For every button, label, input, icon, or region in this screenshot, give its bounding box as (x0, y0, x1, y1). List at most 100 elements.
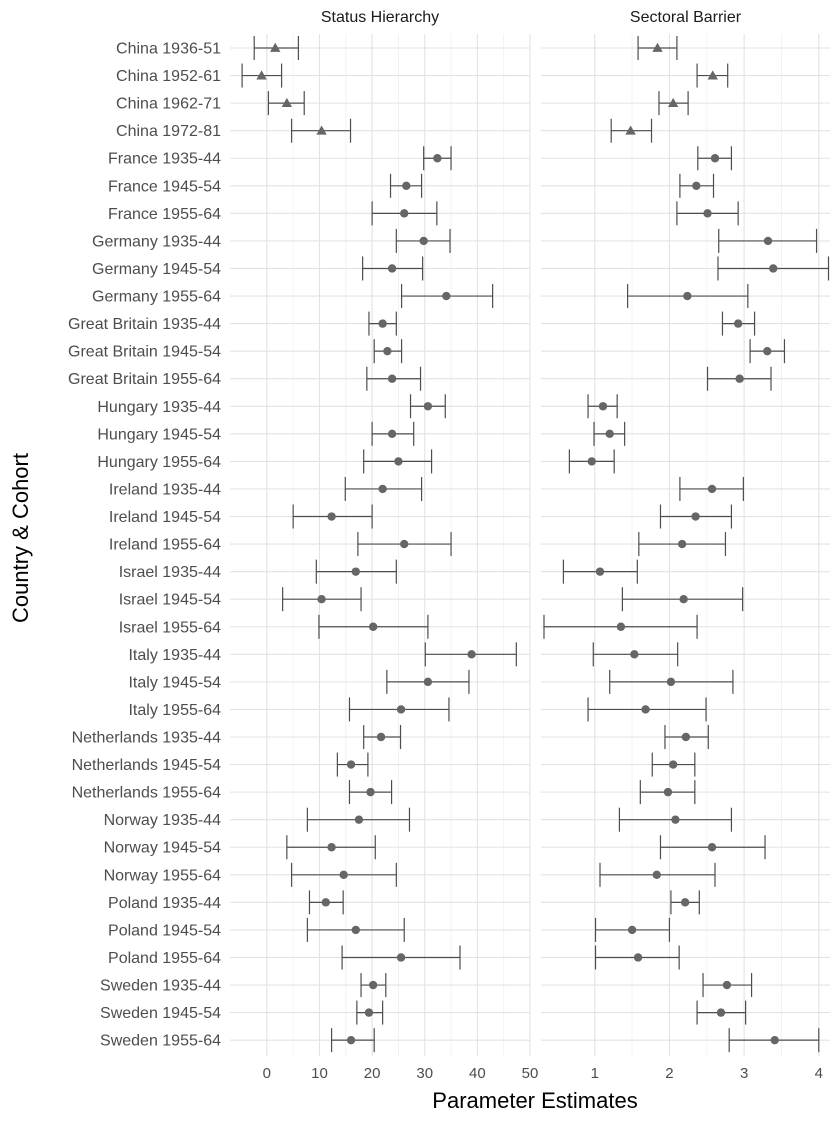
estimate-marker (400, 209, 408, 217)
estimate-marker (352, 567, 360, 575)
category-label: China 1936-51 (116, 41, 221, 58)
estimate-marker (377, 733, 385, 741)
estimate-marker (664, 788, 672, 796)
estimate-marker (771, 1036, 779, 1044)
x-tick-label: 1 (591, 1065, 599, 1082)
category-label: France 1945-54 (108, 178, 221, 195)
estimate-marker (723, 981, 731, 989)
estimate-marker (355, 815, 363, 823)
category-label: Israel 1955-64 (119, 619, 221, 636)
estimate-marker (708, 485, 716, 493)
estimate-marker (653, 871, 661, 879)
category-label: Netherlands 1945-54 (72, 757, 222, 774)
category-label: China 1962-71 (116, 96, 221, 113)
x-tick-label: 40 (469, 1065, 486, 1082)
category-label: Great Britain 1935-44 (68, 316, 221, 333)
panel-title: Status Hierarchy (321, 9, 439, 26)
panel-2: 1 2 3 4 Sectoral Barrier (541, 9, 830, 1082)
estimate-marker (617, 623, 625, 631)
estimate-marker (763, 347, 771, 355)
category-label: Hungary 1935-44 (97, 399, 221, 416)
category-label: Great Britain 1945-54 (68, 344, 221, 361)
category-label: Poland 1945-54 (108, 922, 221, 939)
category-label: Sweden 1945-54 (100, 1005, 221, 1022)
x-tick-label: 2 (665, 1065, 673, 1082)
estimate-marker (682, 733, 690, 741)
x-tick-label: 50 (522, 1065, 539, 1082)
estimate-marker (691, 512, 699, 520)
estimate-marker (671, 815, 679, 823)
y-axis-title: Country & Cohort (8, 453, 33, 623)
category-label: Netherlands 1955-64 (72, 785, 222, 802)
estimate-marker (764, 237, 772, 245)
category-label: Germany 1955-64 (92, 289, 221, 306)
estimate-marker (317, 595, 325, 603)
category-label: Hungary 1945-54 (97, 426, 221, 443)
panels: China 1936-51 China 1952-61 China 1962-71 C… (68, 9, 830, 1082)
panel-1: 0 10 20 30 40 50 Status Hierarchy (230, 9, 538, 1082)
estimate-marker (347, 1036, 355, 1044)
category-label: Poland 1955-64 (108, 950, 221, 967)
estimate-marker (369, 981, 377, 989)
estimate-marker (683, 292, 691, 300)
estimate-marker (327, 843, 335, 851)
estimate-marker (365, 1008, 373, 1016)
panel-title: Sectoral Barrier (630, 9, 742, 26)
estimate-marker (369, 623, 377, 631)
estimate-marker (606, 430, 614, 438)
category-label: Netherlands 1935-44 (72, 730, 222, 747)
estimate-marker (433, 154, 441, 162)
category-label: Ireland 1955-64 (109, 537, 221, 554)
x-axis-title: Parameter Estimates (432, 1088, 637, 1113)
category-label: Sweden 1935-44 (100, 978, 221, 995)
x-tick-label: 0 (263, 1065, 271, 1082)
estimate-marker (769, 264, 777, 272)
estimate-marker (679, 595, 687, 603)
estimate-marker (669, 760, 677, 768)
estimate-marker (692, 182, 700, 190)
category-label: Norway 1945-54 (104, 840, 222, 857)
estimate-marker (347, 760, 355, 768)
x-tick-label: 30 (416, 1065, 433, 1082)
category-label: Germany 1945-54 (92, 261, 221, 278)
category-label: Sweden 1955-64 (100, 1033, 221, 1050)
category-label: Italy 1935-44 (128, 647, 221, 664)
estimate-marker (641, 705, 649, 713)
category-label: Norway 1955-64 (104, 867, 222, 884)
estimate-marker (717, 1008, 725, 1016)
estimate-marker (711, 154, 719, 162)
estimate-marker (681, 898, 689, 906)
estimate-marker (383, 347, 391, 355)
estimate-marker (352, 926, 360, 934)
estimate-marker (734, 319, 742, 327)
category-label: Hungary 1955-64 (97, 454, 221, 471)
estimate-marker (402, 182, 410, 190)
category-label: Germany 1935-44 (92, 233, 221, 250)
category-label: China 1972-81 (116, 123, 221, 140)
estimate-marker (378, 319, 386, 327)
estimate-marker (424, 678, 432, 686)
estimate-marker (388, 430, 396, 438)
estimate-marker (630, 650, 638, 658)
estimate-marker (388, 264, 396, 272)
category-label: Israel 1945-54 (119, 592, 221, 609)
category-label: France 1955-64 (108, 206, 221, 223)
estimate-marker (667, 678, 675, 686)
category-label: Great Britain 1955-64 (68, 371, 221, 388)
estimate-marker (327, 512, 335, 520)
estimate-marker (588, 457, 596, 465)
estimate-marker (596, 567, 604, 575)
estimate-marker (397, 705, 405, 713)
x-tick-label: 10 (311, 1065, 328, 1082)
category-label: Israel 1935-44 (119, 564, 221, 581)
estimate-marker (703, 209, 711, 217)
estimate-marker (397, 953, 405, 961)
category-label: Poland 1935-44 (108, 895, 221, 912)
estimate-marker (322, 898, 330, 906)
estimate-marker (400, 540, 408, 548)
estimate-marker (366, 788, 374, 796)
x-tick-label: 20 (364, 1065, 381, 1082)
category-label: Ireland 1935-44 (109, 481, 221, 498)
x-tick-label: 4 (815, 1065, 823, 1082)
